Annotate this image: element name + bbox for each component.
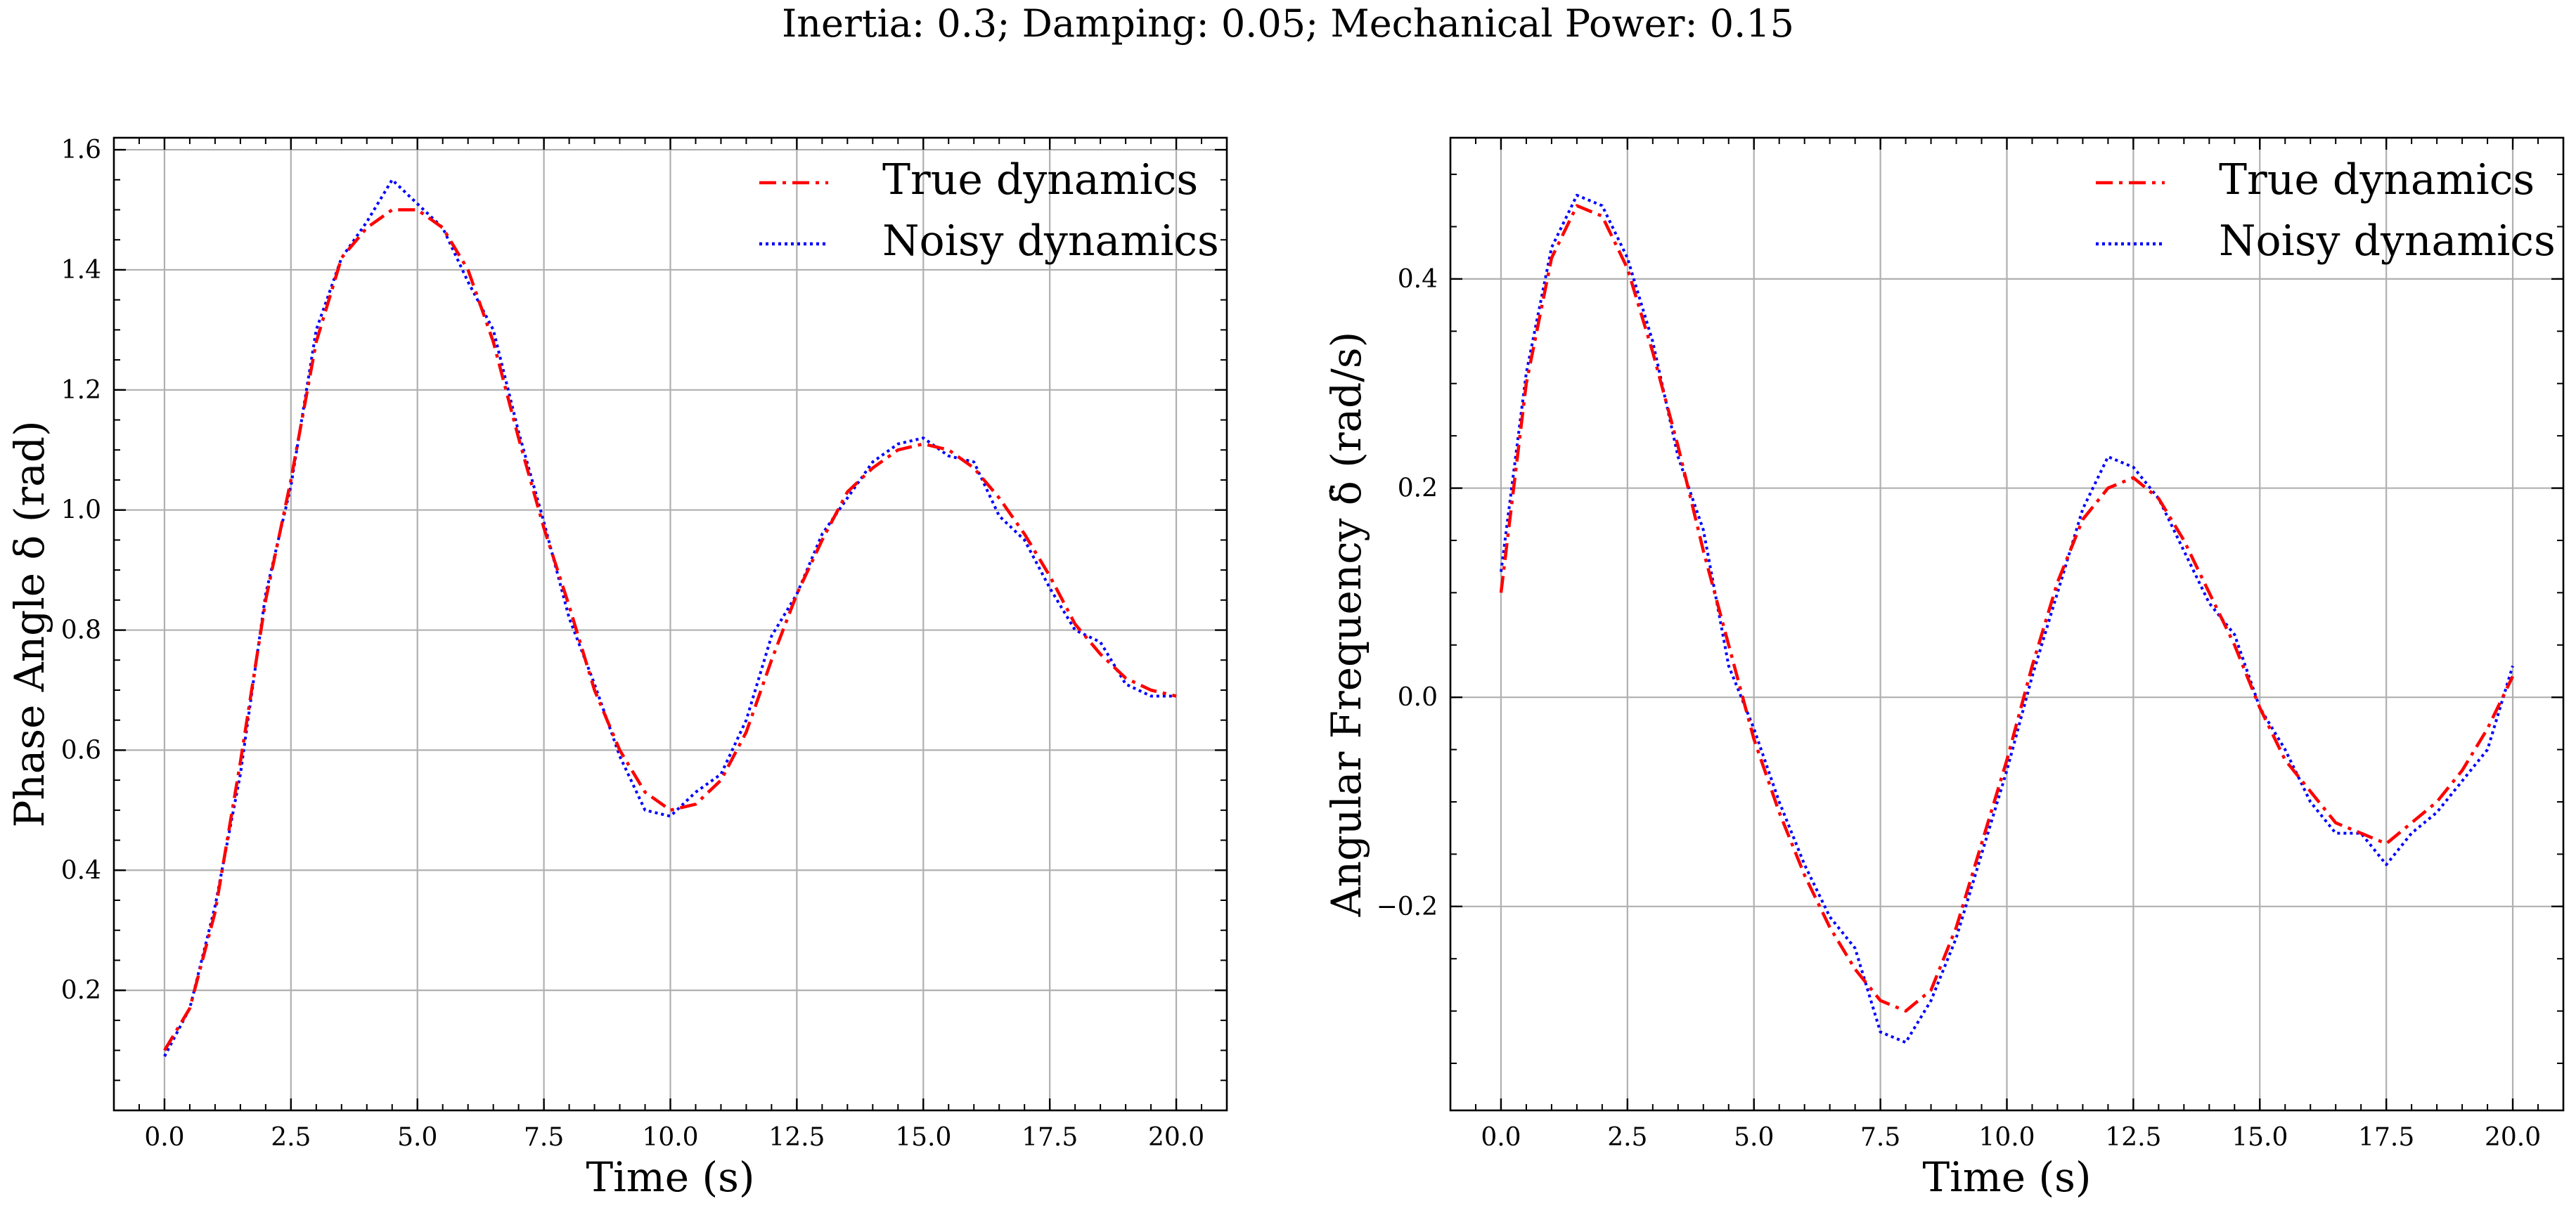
y-tick-label: 1.4 bbox=[61, 256, 101, 285]
legend-label: True dynamics bbox=[2219, 155, 2535, 205]
x-tick-label: 12.5 bbox=[768, 1123, 825, 1152]
x-tick-label: 2.5 bbox=[1607, 1123, 1647, 1152]
x-tick-label: 10.0 bbox=[642, 1123, 698, 1152]
x-tick-label: 7.5 bbox=[524, 1123, 564, 1152]
legend-label: Noisy dynamics bbox=[882, 216, 1219, 266]
legend-label: Noisy dynamics bbox=[2219, 216, 2556, 266]
series-line-true-dynamics bbox=[1499, 204, 2515, 1013]
y-tick-label: 1.6 bbox=[61, 136, 101, 164]
y-tick-label: 0.4 bbox=[1398, 265, 1438, 294]
y-tick-label: 0.4 bbox=[61, 856, 101, 885]
y-tick-label: 1.0 bbox=[61, 496, 101, 525]
x-tick-label: 17.5 bbox=[2358, 1123, 2414, 1152]
x-tick-label: 17.5 bbox=[1022, 1123, 1078, 1152]
y-tick-label: 0.0 bbox=[1398, 683, 1438, 712]
x-tick-label: 20.0 bbox=[2485, 1123, 2541, 1152]
axes-frame bbox=[112, 136, 1228, 1112]
y-tick-label: 0.8 bbox=[61, 616, 101, 645]
x-tick-label: 15.0 bbox=[2232, 1123, 2288, 1152]
x-tick-label: 12.5 bbox=[2105, 1123, 2161, 1152]
y-axis-label: Phase Angle δ (rad) bbox=[6, 420, 53, 827]
y-tick-label: −0.2 bbox=[1377, 893, 1438, 921]
legend-label: True dynamics bbox=[882, 155, 1198, 205]
figure-suptitle: Inertia: 0.3; Damping: 0.05; Mechanical … bbox=[782, 1, 1794, 46]
x-tick-label: 15.0 bbox=[895, 1123, 951, 1152]
x-tick-label: 5.0 bbox=[397, 1123, 437, 1152]
x-tick-label: 20.0 bbox=[1148, 1123, 1204, 1152]
x-axis-label: Time (s) bbox=[1922, 1153, 2091, 1201]
chart-panel-1: 0.0 2.5 5.0 7.5 10.0 12.5 15.0 17.5 20.0 0.2 0.4 0.… bbox=[6, 136, 1228, 1201]
x-tick-label: 7.5 bbox=[1860, 1123, 1900, 1152]
y-tick-label: 0.6 bbox=[61, 736, 101, 765]
x-axis-label: Time (s) bbox=[586, 1153, 754, 1201]
x-tick-label: 0.0 bbox=[144, 1123, 184, 1152]
chart-panel-2: 0.0 2.5 5.0 7.5 10.0 12.5 15.0 17.5 20.0 −0.2 0.0 0… bbox=[1322, 136, 2565, 1201]
x-tick-label: 5.0 bbox=[1734, 1123, 1774, 1152]
x-tick-label: 2.5 bbox=[271, 1123, 311, 1152]
y-tick-label: 1.2 bbox=[61, 376, 101, 405]
x-tick-label: 0.0 bbox=[1481, 1123, 1521, 1152]
y-tick-label: 0.2 bbox=[61, 976, 101, 1005]
y-axis-label: Angular Frequency δ̇ (rad/s) bbox=[1322, 332, 1370, 918]
series-line-noisy-dynamics bbox=[1500, 193, 2514, 1044]
series-line-true-dynamics bbox=[163, 208, 1177, 1051]
x-tick-label: 10.0 bbox=[1978, 1123, 2035, 1152]
axes-frame bbox=[1449, 136, 2565, 1112]
y-tick-label: 0.2 bbox=[1398, 474, 1438, 503]
